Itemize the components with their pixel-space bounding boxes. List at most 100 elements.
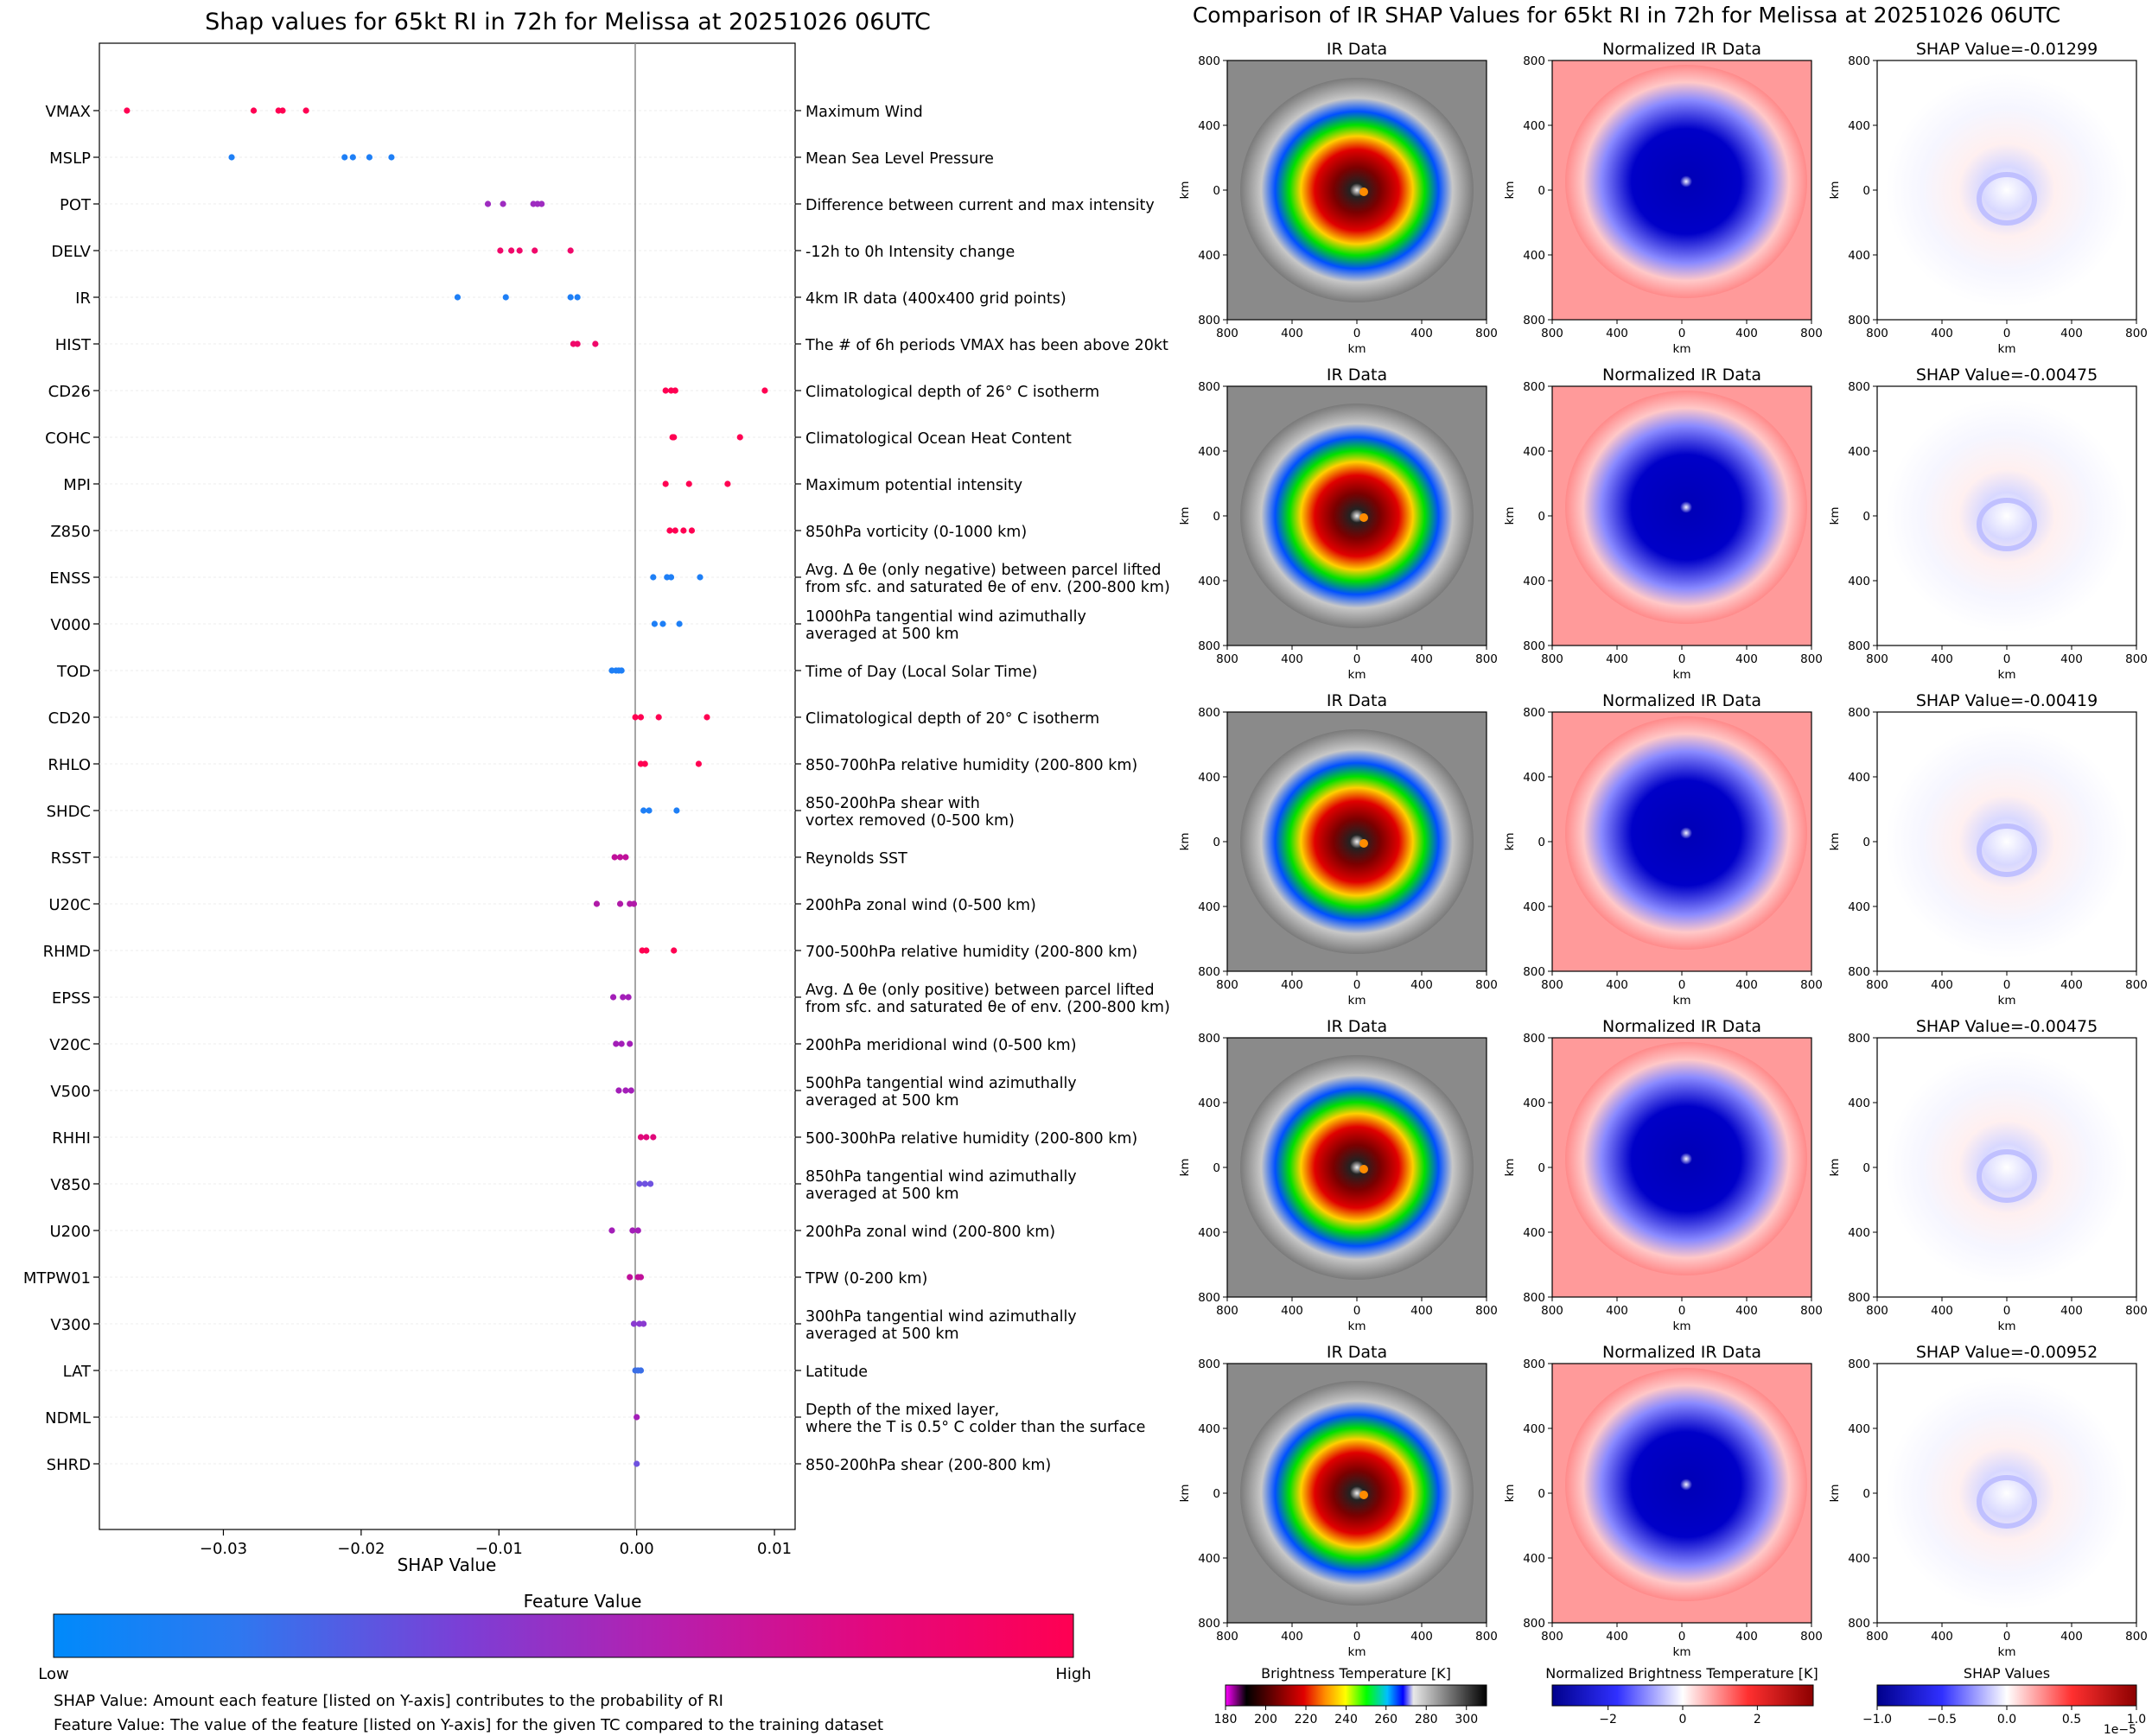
- y-axis-label: km: [1503, 833, 1517, 851]
- storm-image: [1240, 1055, 1474, 1280]
- x-tick-label: 400: [1410, 978, 1433, 992]
- y-tick-label: 800: [1523, 380, 1545, 394]
- shap-eye-ring: [1977, 498, 2037, 551]
- x-axis-label: km: [1673, 1645, 1691, 1659]
- shap-map: [1886, 399, 2128, 633]
- feature-description: 850hPa tangential wind azimuthally: [805, 1168, 1077, 1186]
- y-tick-label: 400: [1523, 249, 1545, 263]
- x-axis-label: km: [1998, 1319, 2016, 1333]
- feature-name: V20C: [49, 1036, 91, 1054]
- shap-point: [279, 107, 286, 114]
- x-axis-label: km: [1348, 1645, 1366, 1659]
- y-tick-label: 0: [1538, 1161, 1545, 1175]
- x-tick-label: 400: [1410, 652, 1433, 666]
- feature-row-ir: IR 4km IR data (400x400 grid points): [75, 289, 1066, 308]
- shap-point: [627, 1087, 634, 1094]
- storm-image: [1240, 404, 1474, 628]
- feature-description: 500-300hPa relative humidity (200-800 km…: [805, 1130, 1137, 1148]
- shap-point: [634, 1460, 640, 1467]
- shap-point: [630, 1320, 638, 1327]
- x-tick-label: 800: [1216, 1304, 1238, 1318]
- panel-title: Normalized IR Data: [1602, 1343, 1761, 1362]
- feature-description: The # of 6h periods VMAX has been above …: [805, 337, 1168, 354]
- colorbar-tick-label: 0: [1679, 1713, 1687, 1726]
- shap-point: [629, 1227, 636, 1234]
- y-tick-label: 400: [1848, 575, 1870, 588]
- colorbar-tick-label: −1.0: [1862, 1713, 1892, 1726]
- normalized-storm-image: [1565, 1368, 1807, 1601]
- shap-point: [676, 620, 683, 627]
- storm-image: [1240, 729, 1474, 954]
- feature-name: MTPW01: [23, 1269, 91, 1288]
- storm-image: [1240, 1381, 1474, 1606]
- colorbar-low: Low: [38, 1665, 68, 1683]
- y-axis-label: km: [1178, 181, 1192, 200]
- x-tick-label: 400: [1281, 327, 1303, 340]
- x-tick-label: −0.02: [337, 1540, 385, 1558]
- shap-colorbar-ticks: −1.0 −0.5 0.0 0.5 1.0: [1862, 1706, 2146, 1726]
- shap-point: [349, 154, 356, 161]
- shap-point: [673, 807, 680, 814]
- shap-point: [616, 854, 624, 861]
- feature-name: ENSS: [49, 569, 91, 588]
- storm-eye: [1359, 1165, 1368, 1173]
- panel-title: IR Data: [1327, 40, 1387, 59]
- shap-point: [651, 620, 659, 627]
- x-axis-label: km: [1348, 994, 1366, 1008]
- y-tick-label: 400: [1848, 249, 1870, 263]
- shap-point: [622, 1087, 629, 1094]
- x-tick-label: 0.01: [757, 1540, 792, 1558]
- x-axis-label: km: [1348, 342, 1366, 356]
- shap-point: [484, 200, 492, 207]
- feature-row-v20c: V20C 200hPa meridional wind (0-500 km): [49, 1036, 1076, 1054]
- panel-r2-c3: SHAP Value=-0.00475800800400400004004008…: [1828, 366, 2148, 682]
- y-tick-label: 0: [1213, 1161, 1220, 1175]
- panel-title: SHAP Value=-0.00475: [1916, 366, 2098, 385]
- x-tick-label: 0: [2003, 1630, 2011, 1644]
- shap-eye-ring: [1977, 172, 2037, 226]
- shap-point: [341, 154, 348, 161]
- feature-row-vmax: VMAX Maximum Wind: [46, 103, 923, 121]
- feature-row-rhmd: RHMD 700-500hPa relative humidity (200-80…: [43, 943, 1138, 961]
- feature-row-mslp: MSLP Mean Sea Level Pressure: [49, 149, 994, 168]
- colorbar-tick-label: 240: [1334, 1713, 1358, 1726]
- shap-point: [659, 620, 666, 627]
- y-tick-label: 400: [1848, 1226, 1870, 1240]
- feature-row-v000: V000 1000hPa tangential wind azimuthallya…: [50, 608, 1086, 643]
- y-tick-label: 400: [1523, 771, 1545, 785]
- feature-description: Difference between current and max inten…: [805, 197, 1155, 214]
- y-tick-label: 800: [1523, 706, 1545, 720]
- panel-title: IR Data: [1327, 691, 1387, 710]
- feature-description: averaged at 500 km: [805, 1186, 959, 1203]
- feature-description: 700-500hPa relative humidity (200-800 km…: [805, 944, 1137, 961]
- shap-point: [650, 574, 657, 581]
- x-tick-label: 400: [1735, 327, 1758, 340]
- shap-eye-ring: [1977, 823, 2037, 877]
- shap-eye-ring: [1977, 1149, 2037, 1203]
- panel-title: Normalized IR Data: [1602, 691, 1761, 710]
- y-tick-label: 800: [1198, 1358, 1220, 1371]
- feature-row-rhlo: RHLO 850-700hPa relative humidity (200-80…: [48, 756, 1137, 774]
- shap-x-axis: −0.03 −0.02 −0.01 0.00 0.01: [200, 1529, 792, 1558]
- shap-point: [593, 900, 601, 907]
- panel-r5-c2: Normalized IR Data8008004004000040040080…: [1503, 1343, 1823, 1659]
- x-tick-label: 400: [1931, 327, 1953, 340]
- feature-name: RHHI: [52, 1129, 91, 1148]
- x-tick-label: 800: [1475, 978, 1498, 992]
- shap-point: [695, 760, 703, 767]
- shap-point: [454, 294, 462, 301]
- y-axis-label: km: [1828, 833, 1842, 851]
- feature-description: from sfc. and saturated θe of env. (200-…: [805, 579, 1170, 596]
- y-axis-label: km: [1503, 507, 1517, 525]
- feature-description: 300hPa tangential wind azimuthally: [805, 1308, 1077, 1326]
- y-tick-label: 400: [1523, 119, 1545, 133]
- x-tick-label: 800: [1866, 1304, 1888, 1318]
- panel-r4-c2: Normalized IR Data8008004004000040040080…: [1503, 1017, 1823, 1333]
- feature-colorbar: [53, 1613, 1074, 1658]
- x-tick-label: 800: [1475, 1304, 1498, 1318]
- y-tick-label: 400: [1198, 119, 1220, 133]
- shap-point: [538, 200, 545, 207]
- feature-row-enss: ENSS Avg. Δ θe (only negative) between pa…: [49, 562, 1169, 596]
